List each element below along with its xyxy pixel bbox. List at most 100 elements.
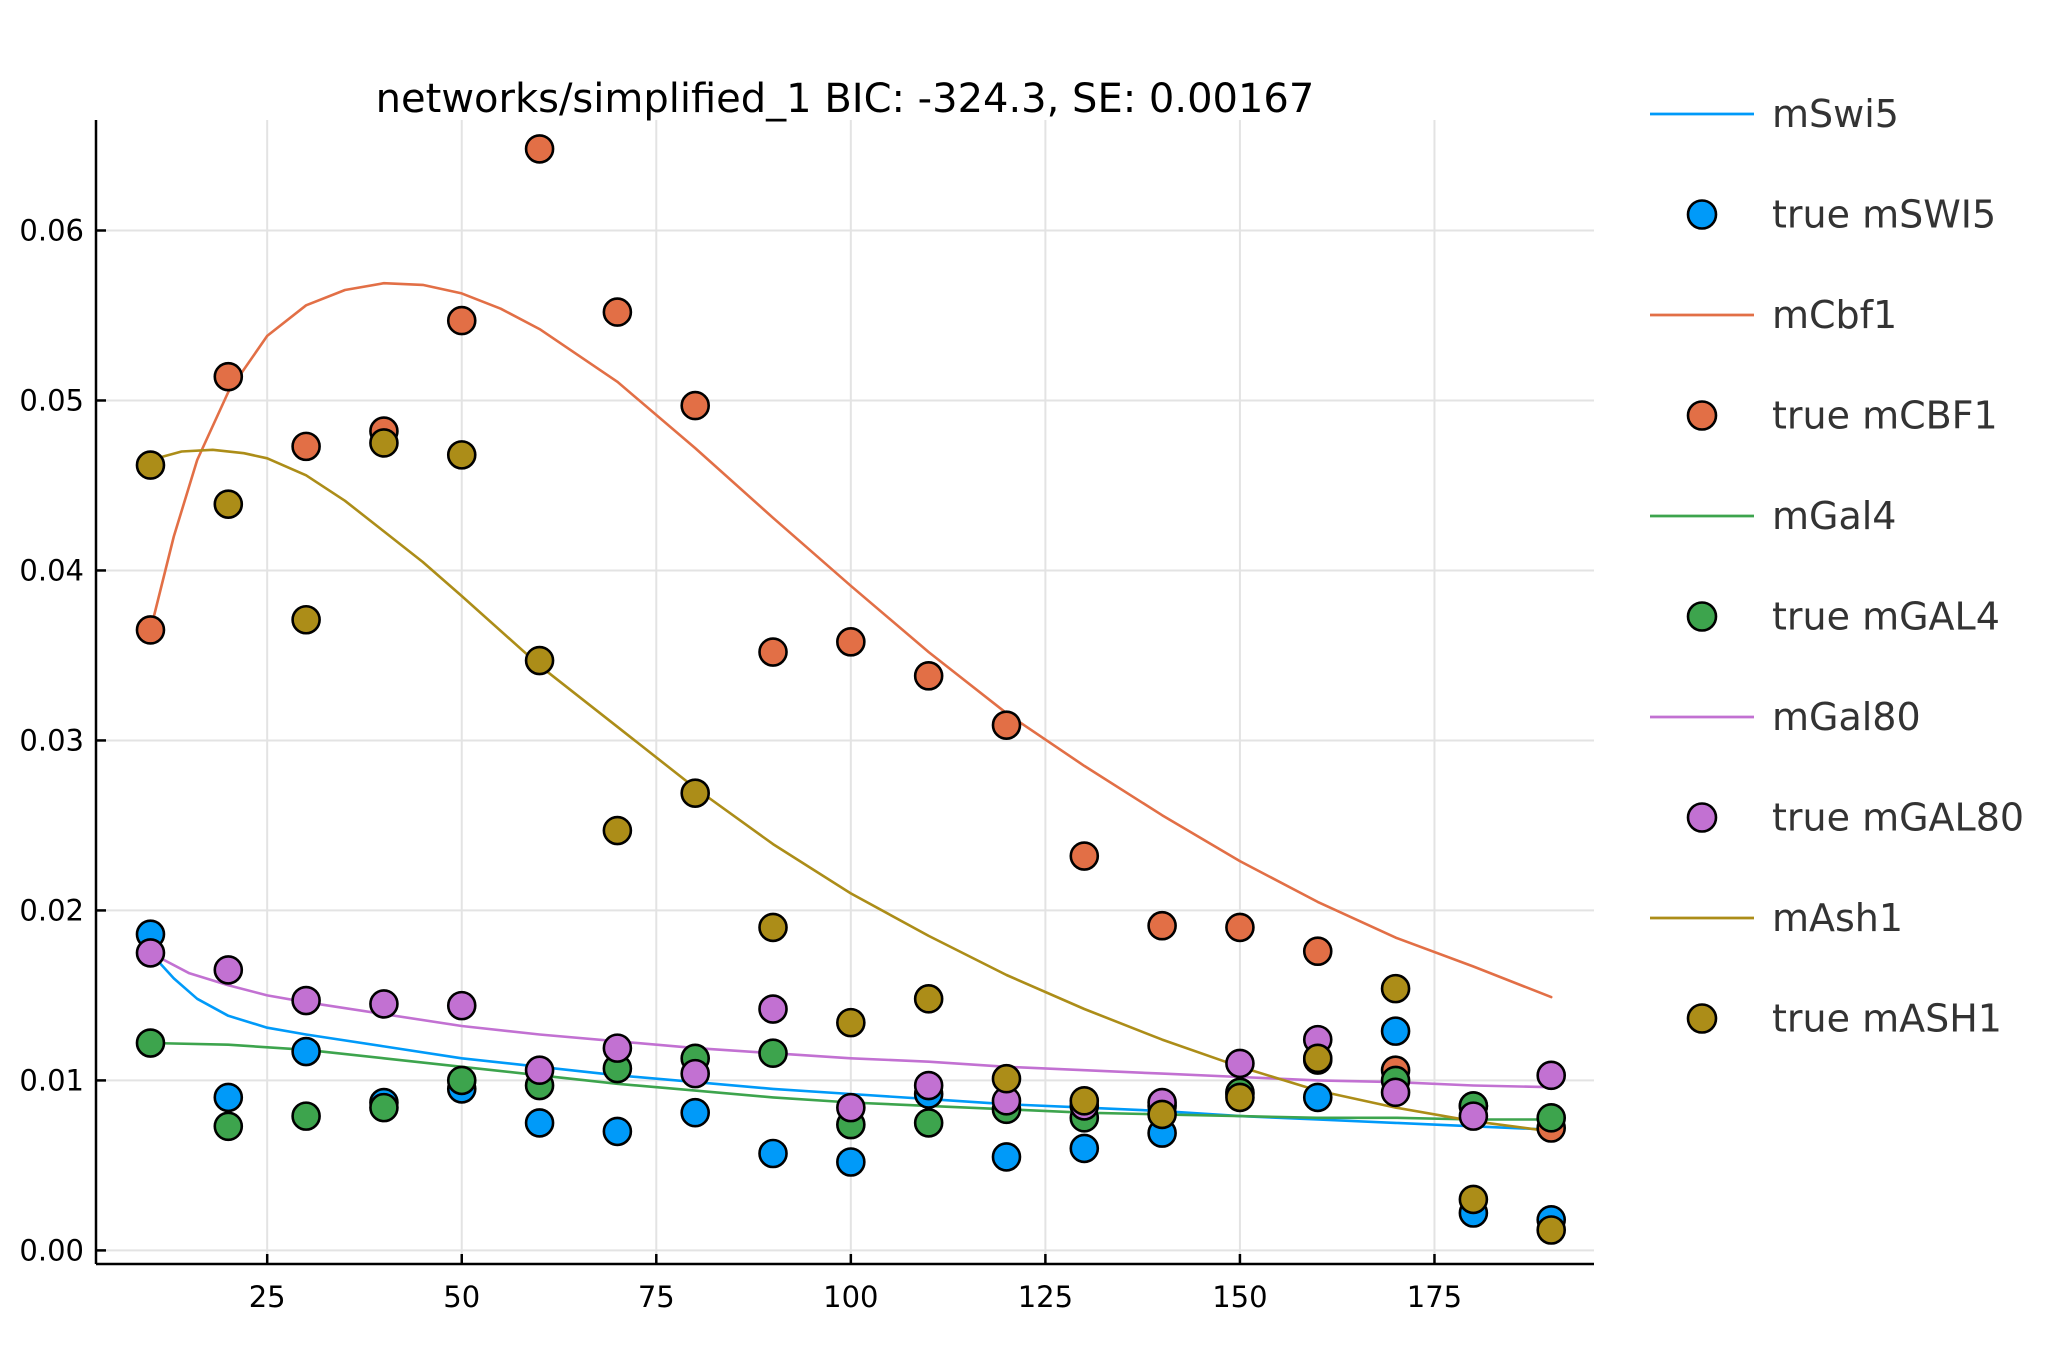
x-tick-label: 100 (823, 1280, 878, 1314)
data-point (291, 431, 321, 462)
data-point (135, 615, 166, 645)
legend-label: mGal80 (1772, 695, 1921, 739)
data-point (1302, 1082, 1333, 1113)
data-point (758, 994, 788, 1024)
chart-title: networks/simplified_1 BIC: -324.3, SE: 0… (376, 76, 1315, 122)
data-point (602, 815, 633, 846)
legend-label: true mGAL80 (1772, 796, 2024, 840)
x-tick-label: 175 (1407, 1280, 1462, 1314)
legend-marker-swatch (1686, 1003, 1718, 1034)
data-point (369, 1092, 399, 1123)
data-point (135, 1028, 166, 1058)
data-point (213, 489, 244, 519)
axes: 25 50 75 100 125 150 175 0.00 0.01 0.02 0.03 0.04 0.… (19, 120, 1594, 1314)
legend-item: mAsh1 (1650, 896, 1903, 940)
data-point (291, 985, 321, 1016)
y-tick-label: 0.05 (19, 383, 84, 417)
legend-marker-swatch (1686, 400, 1718, 431)
data-point (1225, 912, 1255, 943)
y-tick-label: 0.01 (19, 1063, 84, 1097)
data-point (913, 661, 944, 691)
series-points-true-mash1 (135, 428, 1566, 1245)
data-point (135, 450, 166, 480)
y-tick-label: 0.02 (19, 893, 84, 927)
data-point (602, 1116, 633, 1147)
data-point (1458, 1101, 1489, 1131)
data-point (1147, 1099, 1177, 1130)
data-point (913, 984, 944, 1014)
series-layer (135, 134, 1566, 1245)
y-tick-label: 0.04 (19, 553, 84, 587)
data-point (446, 305, 477, 336)
data-point (913, 1070, 944, 1101)
data-point (836, 1007, 866, 1038)
series-line-mcbf1 (149, 281, 1553, 999)
data-point (680, 1058, 711, 1089)
legend-marker-swatch (1686, 802, 1718, 833)
data-point (758, 912, 788, 943)
data-point (369, 428, 399, 458)
legend-marker-swatch (1686, 601, 1718, 632)
x-tick-label: 125 (1018, 1280, 1073, 1314)
data-point (1380, 1077, 1411, 1108)
data-point (991, 1063, 1022, 1094)
data-point (524, 645, 555, 676)
data-point (680, 778, 711, 808)
legend-label: true mSWI5 (1772, 193, 1996, 237)
x-tick-label: 25 (249, 1280, 286, 1314)
data-point (291, 604, 321, 635)
data-point (836, 627, 866, 657)
data-point (213, 361, 244, 392)
data-point (1536, 1103, 1566, 1133)
data-point (1069, 841, 1100, 871)
data-point (758, 637, 788, 667)
legend-item: true mASH1 (1686, 997, 2002, 1041)
y-tick-label: 0.00 (19, 1233, 84, 1267)
data-point (680, 1097, 711, 1128)
legend-item: true mGAL4 (1686, 595, 2000, 639)
data-point (1147, 910, 1177, 941)
legend-label: mAsh1 (1772, 896, 1903, 940)
data-point (446, 440, 477, 470)
data-point (1302, 1043, 1333, 1074)
data-point (135, 938, 166, 968)
legend-label: true mASH1 (1772, 997, 2002, 1041)
data-point (1225, 1082, 1255, 1113)
data-point (524, 134, 555, 164)
legend-label: mSwi5 (1772, 92, 1899, 136)
data-point (213, 1111, 244, 1142)
legend-item: mGal4 (1650, 494, 1896, 538)
legend-label: true mGAL4 (1772, 595, 2000, 639)
x-tick-label: 75 (638, 1280, 675, 1314)
data-point (446, 1065, 477, 1096)
data-point (1536, 1215, 1566, 1245)
data-point (1380, 1016, 1411, 1046)
x-tick-label: 150 (1212, 1280, 1267, 1314)
legend-item: true mCBF1 (1686, 394, 1998, 438)
data-point (1302, 936, 1333, 967)
data-point (602, 1033, 633, 1063)
legend-item: mSwi5 (1650, 92, 1899, 136)
data-point (758, 1138, 788, 1169)
x-tick-label: 50 (443, 1280, 480, 1314)
data-point (446, 990, 477, 1021)
data-point (1380, 973, 1411, 1004)
data-point (291, 1101, 321, 1131)
legend-item: mCbf1 (1650, 293, 1897, 337)
data-point (524, 1055, 555, 1086)
data-point (991, 710, 1022, 740)
data-point (836, 1147, 866, 1177)
data-point (1069, 1133, 1100, 1164)
legend-label: mCbf1 (1772, 293, 1897, 337)
grid-lines (96, 120, 1594, 1264)
data-point (369, 989, 399, 1019)
legend-item: mGal80 (1650, 695, 1921, 739)
legend-item: true mGAL80 (1686, 796, 2024, 840)
data-point (913, 1108, 944, 1138)
series-line-mash1 (149, 448, 1553, 1133)
y-tick-label: 0.06 (19, 213, 84, 247)
data-point (524, 1108, 555, 1138)
data-point (758, 1038, 788, 1069)
data-point (991, 1142, 1022, 1172)
